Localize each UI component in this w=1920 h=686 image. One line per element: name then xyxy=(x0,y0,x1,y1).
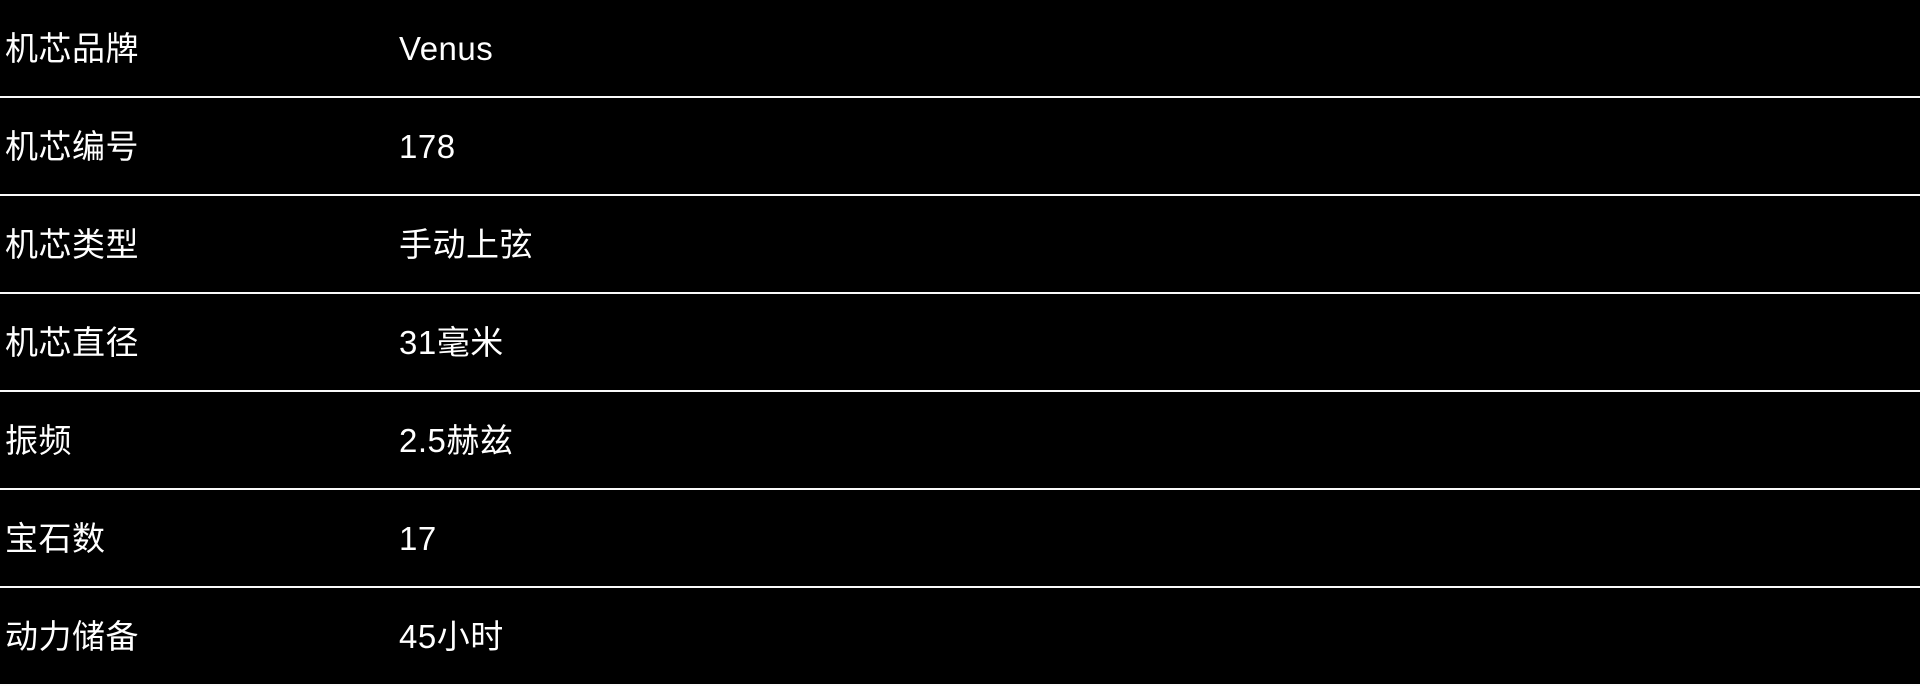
spec-label: 振频 xyxy=(5,421,72,459)
spec-label: 机芯类型 xyxy=(5,225,139,263)
spec-value: 31毫米 xyxy=(399,323,504,361)
spec-row: 振频 2.5赫兹 xyxy=(0,392,1920,490)
spec-row: 宝石数 17 xyxy=(0,490,1920,588)
spec-value: 45小时 xyxy=(399,617,504,655)
spec-row: 机芯品牌 Venus xyxy=(0,0,1920,98)
spec-value: 手动上弦 xyxy=(399,225,533,263)
spec-label: 动力储备 xyxy=(5,617,139,655)
spec-value: 2.5赫兹 xyxy=(399,421,514,459)
spec-label: 宝石数 xyxy=(5,519,106,557)
spec-row: 机芯直径 31毫米 xyxy=(0,294,1920,392)
spec-label: 机芯品牌 xyxy=(5,29,139,67)
spec-value: Venus xyxy=(399,29,494,67)
spec-value: 178 xyxy=(399,127,456,165)
spec-value: 17 xyxy=(399,519,437,557)
spec-label: 机芯编号 xyxy=(5,127,139,165)
spec-label: 机芯直径 xyxy=(5,323,139,361)
spec-row: 机芯编号 178 xyxy=(0,98,1920,196)
spec-row: 动力储备 45小时 xyxy=(0,588,1920,686)
spec-row: 机芯类型 手动上弦 xyxy=(0,196,1920,294)
